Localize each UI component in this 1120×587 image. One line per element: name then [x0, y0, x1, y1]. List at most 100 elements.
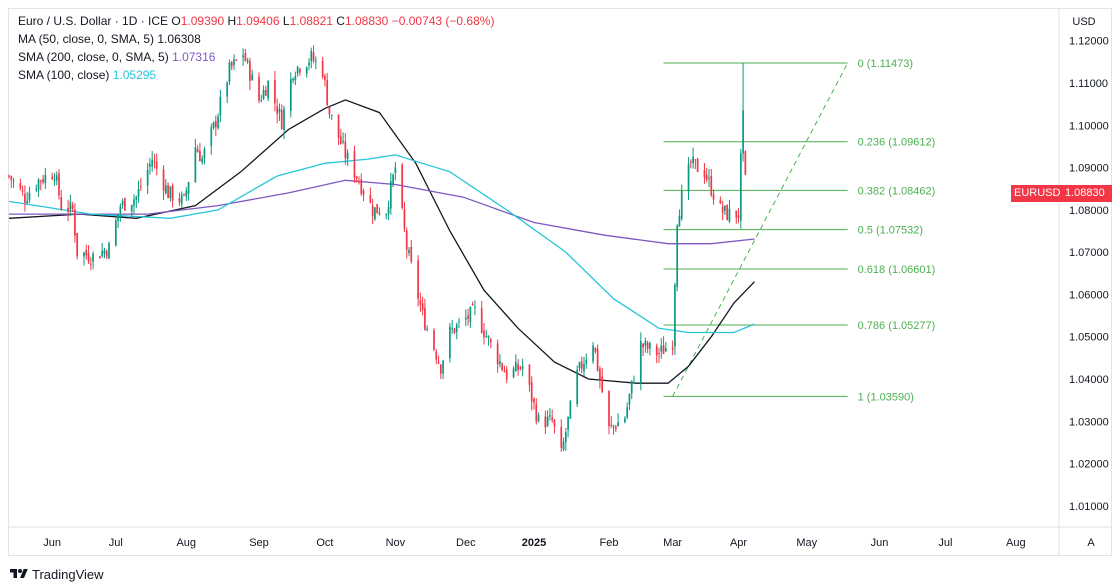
currency-button[interactable]: USD [1072, 16, 1096, 28]
candle-body [321, 60, 324, 77]
candle [394, 162, 397, 181]
brand-name: TradingView [32, 566, 104, 582]
candle [435, 349, 438, 365]
chart-frame [8, 8, 1112, 556]
candle-body [139, 186, 142, 188]
candle [708, 168, 710, 188]
candle [124, 197, 126, 212]
candle-body [549, 415, 551, 417]
candle-body [742, 110, 744, 154]
candle [424, 298, 426, 331]
candle [264, 85, 267, 96]
candle [146, 162, 149, 195]
candle-body [169, 186, 172, 198]
candle-body [178, 198, 181, 203]
indicator-legend-ma50[interactable]: MA (50, close, 0, SMA, 5) 1.06308 [18, 30, 494, 48]
candle-body [658, 353, 660, 355]
candle [451, 319, 454, 334]
candle-body [562, 441, 565, 450]
candle [464, 309, 467, 327]
candle-body [474, 306, 476, 308]
auto-scale-button[interactable]: A [1087, 537, 1095, 549]
candle [10, 175, 13, 189]
low-label: L [282, 14, 290, 28]
chart-legend: Euro / U.S. Dollar · 1D · ICE O1.09390 H… [18, 12, 494, 84]
candle-body [342, 140, 344, 143]
candle-body [130, 204, 133, 212]
candle-body [258, 76, 260, 101]
candle-body [246, 60, 249, 62]
price-axis[interactable]: 1.12000 1.11000 1.10000 1.09000 1.08000 1.070… [1069, 36, 1109, 513]
candle-body [67, 207, 69, 213]
candle [624, 416, 626, 424]
candle [633, 375, 635, 384]
candle-body [358, 181, 360, 183]
indicator-legend-sma100[interactable]: SMA (100, close) 1.05295 [18, 66, 494, 84]
candle-body [244, 53, 247, 61]
candle-body [58, 173, 60, 196]
candle [28, 186, 31, 204]
candle-body [703, 170, 706, 178]
candle-body [12, 180, 15, 182]
candle [467, 308, 469, 326]
price-tick-label: 1.10000 [1069, 120, 1109, 132]
candle [199, 142, 201, 162]
candle [242, 48, 244, 66]
candle [137, 180, 140, 204]
candle-body [324, 75, 326, 80]
candle [258, 72, 260, 104]
candle-body [744, 151, 747, 175]
candle-body [180, 194, 183, 205]
indicator-legend-sma200[interactable]: SMA (200, close, 0, SMA, 5) 1.07316 [18, 48, 494, 66]
candle [471, 301, 474, 306]
candle-body [612, 425, 615, 427]
time-tick-label: Feb [600, 537, 619, 549]
sma200-line [9, 179, 755, 245]
candle [612, 424, 615, 435]
open-label: O [171, 14, 181, 28]
candle-body [283, 108, 285, 131]
candle [71, 201, 74, 213]
fib-level-label: 0.5 (1.07532) [858, 225, 923, 237]
candle [437, 355, 440, 365]
candle-body [528, 364, 531, 385]
candle-body [24, 194, 26, 203]
low-value: 1.08821 [289, 14, 333, 28]
candle [339, 129, 342, 145]
candle [567, 416, 569, 438]
candle-body [737, 215, 740, 218]
candle-body [451, 328, 454, 330]
candle [474, 300, 476, 316]
candle [585, 353, 588, 369]
candle-body [42, 179, 44, 183]
candle-body [674, 284, 676, 347]
candle-body [299, 68, 301, 73]
candle [139, 177, 142, 191]
candle [519, 365, 522, 371]
candle-body [728, 208, 731, 222]
time-tick-label: Aug [1006, 537, 1026, 549]
candle [421, 296, 424, 316]
last-price-tag: EURUSD 1.08830 [1011, 185, 1112, 202]
time-axis[interactable]: Jun Jul Aug Sep Oct Nov Dec 2025 Feb Mar Apr May Jun… [43, 537, 1025, 549]
indicator-label: SMA (200, close, 0, SMA, 5) [18, 50, 169, 64]
candle [294, 71, 297, 86]
candle [130, 204, 133, 218]
candle [680, 184, 683, 221]
candle [696, 157, 699, 173]
candle-body [219, 97, 222, 116]
candle [614, 424, 617, 433]
candle [337, 114, 340, 146]
candle-body [708, 177, 710, 179]
candle [408, 247, 410, 256]
close-label: C [336, 14, 345, 28]
candle [53, 173, 56, 186]
candle-body [535, 403, 538, 422]
candle [512, 366, 515, 379]
candle [419, 292, 422, 312]
fibonacci-retracement[interactable]: 0 (1.11473) 0.236 (1.09612) 0.382 (1.08462… [663, 58, 936, 403]
candle-body [419, 300, 422, 305]
candle [85, 244, 88, 260]
candle-body [187, 182, 190, 194]
